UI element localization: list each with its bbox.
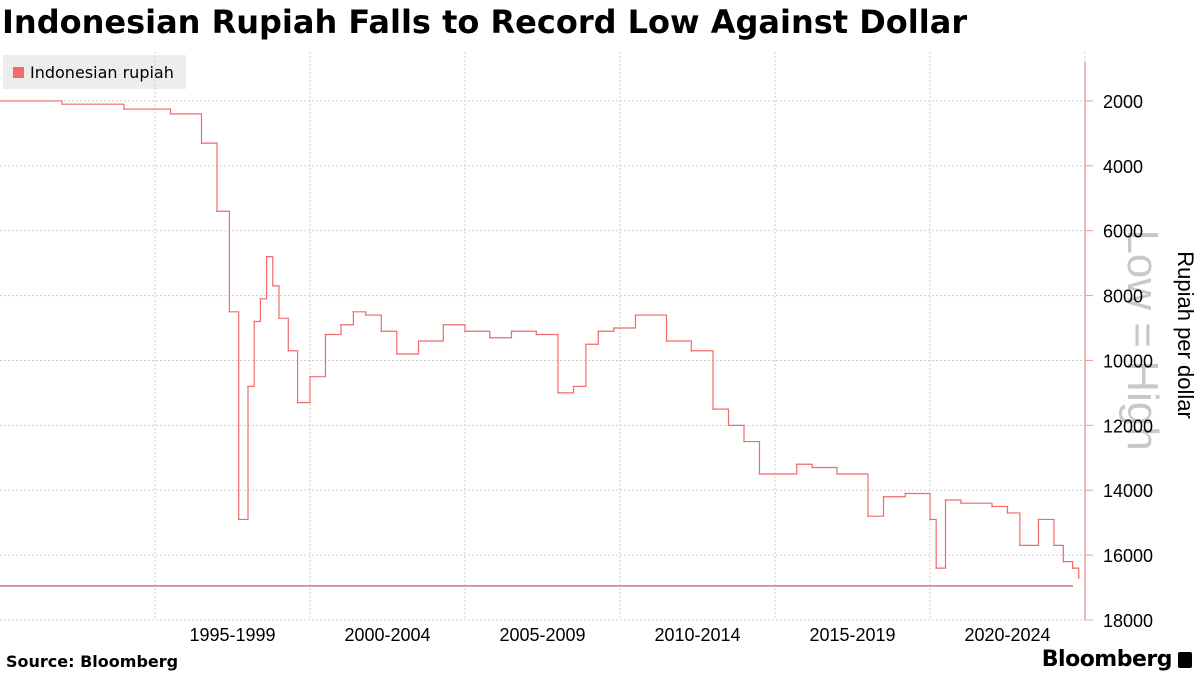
- data-point: [935, 567, 937, 569]
- y-tick-label: 18000: [1103, 611, 1153, 631]
- data-point: [309, 375, 311, 378]
- data-point: [61, 103, 63, 105]
- watermark: Low = High: [1118, 229, 1167, 450]
- data-point: [712, 408, 714, 410]
- data-point: [123, 108, 125, 110]
- data-point: [1053, 544, 1055, 547]
- data-point: [340, 323, 342, 326]
- data-point: [727, 424, 730, 427]
- y-tick-label: 12000: [1103, 416, 1153, 436]
- data-point: [929, 518, 931, 521]
- gridlines: [0, 52, 1086, 621]
- y-tick-label: 4000: [1103, 157, 1143, 177]
- y-tick-label: 2000: [1103, 92, 1143, 112]
- data-point: [216, 210, 218, 213]
- data-point: [811, 466, 813, 469]
- data-point: [442, 323, 445, 326]
- x-tick-label: 2000-2004: [344, 625, 430, 645]
- data-point: [265, 255, 268, 258]
- data-point: [882, 495, 885, 498]
- data-point: [259, 298, 262, 300]
- y-tick-label: 8000: [1103, 287, 1143, 307]
- legend-label: Indonesian rupiah: [30, 62, 174, 82]
- data-point: [991, 505, 993, 508]
- x-tick-label: 2005-2009: [499, 625, 585, 645]
- series-indonesian-rupiah: [0, 100, 1080, 579]
- data-point: [200, 142, 203, 144]
- data-point: [237, 518, 240, 521]
- x-axis: 1995-1999 2000-2004 2005-2009 2010-2014 2015…: [189, 625, 1050, 645]
- data-point: [296, 401, 299, 404]
- data-point: [396, 353, 398, 355]
- data-point: [904, 492, 906, 495]
- data-point: [690, 349, 693, 352]
- y-tick-label: 16000: [1103, 546, 1153, 566]
- data-point: [0, 100, 1, 102]
- y-tick-label: 14000: [1103, 481, 1153, 501]
- data-point: [1006, 512, 1009, 514]
- data-point: [324, 333, 327, 336]
- data-point: [272, 285, 274, 287]
- series-line: [0, 100, 1080, 578]
- data-point: [1078, 577, 1080, 579]
- data-point: [228, 311, 231, 313]
- data-point: [535, 333, 538, 336]
- data-point: [169, 113, 172, 115]
- data-point: [247, 385, 249, 388]
- data-point: [489, 336, 491, 339]
- data-point: [1062, 560, 1065, 563]
- data-point: [287, 349, 290, 352]
- bloomberg-logo: Bloomberg: [1042, 647, 1192, 672]
- x-tick-label: 1995-1999: [189, 625, 275, 645]
- data-point: [1019, 544, 1021, 547]
- data-point: [380, 330, 383, 333]
- data-point: [867, 515, 869, 517]
- data-point: [665, 340, 668, 342]
- data-point: [510, 330, 513, 333]
- data-point: [597, 330, 600, 333]
- data-point: [464, 330, 466, 333]
- data-point: [613, 327, 615, 329]
- data-point: [417, 340, 420, 342]
- legend-swatch: [13, 66, 24, 78]
- y-axis: 2000 4000 6000 8000 10000 12000 14000 16000 1800…: [1084, 62, 1153, 631]
- y-axis-label: Rupiah per dollar: [1173, 251, 1198, 419]
- y-tick-label: 10000: [1103, 351, 1153, 371]
- data-point: [278, 317, 280, 320]
- data-point: [944, 499, 947, 501]
- data-point: [585, 343, 587, 346]
- data-point: [780, 473, 782, 475]
- data-point: [634, 314, 637, 316]
- chart-title: Indonesian Rupiah Falls to Record Low Ag…: [2, 3, 968, 41]
- data-point: [960, 502, 962, 505]
- data-point: [795, 463, 798, 466]
- data-point: [557, 392, 559, 394]
- x-tick-label: 2010-2014: [654, 625, 740, 645]
- bloomberg-icon: [1178, 651, 1192, 668]
- data-point: [253, 320, 255, 323]
- x-tick-label: 2015-2019: [809, 625, 895, 645]
- brand-text: Bloomberg: [1041, 647, 1173, 672]
- y-tick-label: 6000: [1103, 222, 1143, 242]
- source-note: Source: Bloomberg: [6, 652, 179, 671]
- data-point: [743, 440, 745, 443]
- data-point: [836, 473, 838, 475]
- data-point: [758, 473, 761, 475]
- data-point: [352, 311, 355, 313]
- data-point: [572, 385, 575, 388]
- data-point: [1037, 518, 1040, 521]
- data-point: [365, 314, 367, 316]
- x-tick-label: 2020-2024: [964, 625, 1050, 645]
- data-point: [1071, 567, 1074, 569]
